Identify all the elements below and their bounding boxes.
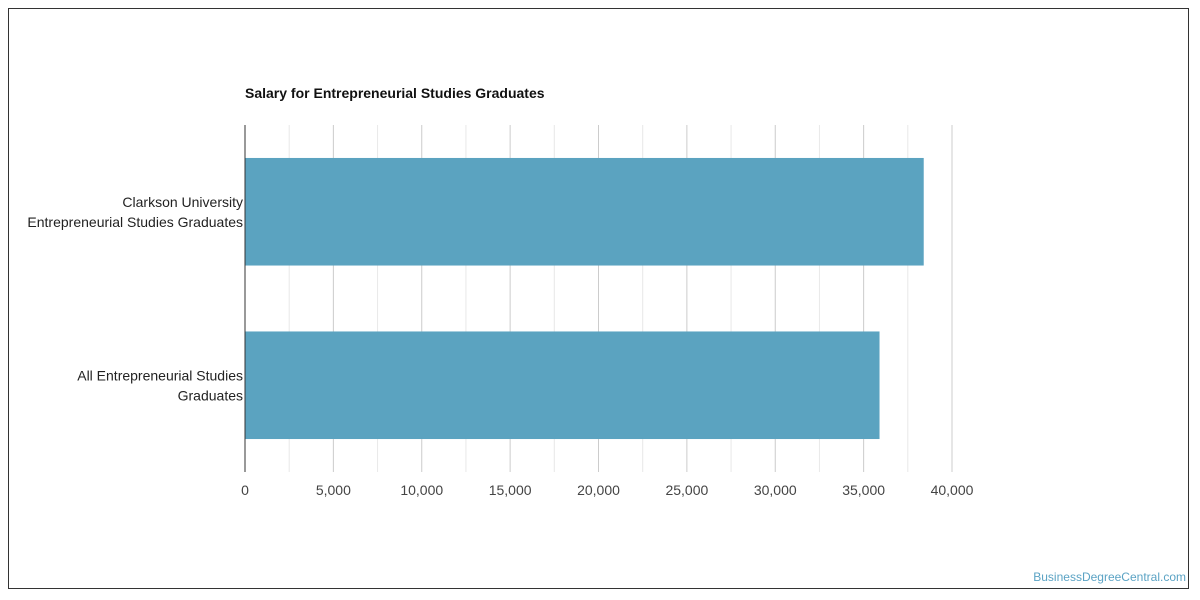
watermark-link[interactable]: BusinessDegreeCentral.com <box>1033 570 1186 584</box>
x-tick-label: 25,000 <box>665 482 708 498</box>
category-label: All Entrepreneurial Studies Graduates <box>77 367 243 403</box>
chart-title: Salary for Entrepreneurial Studies Gradu… <box>245 85 545 101</box>
x-tick-labels: 0 5,000 10,000 15,000 20,000 25,000 30,000 35,0… <box>241 482 974 498</box>
x-tick-label: 20,000 <box>577 482 620 498</box>
category-labels: Clarkson University Entrepreneurial Studi… <box>27 194 243 404</box>
bar[interactable] <box>245 157 924 266</box>
bar[interactable] <box>245 331 880 440</box>
bars <box>245 157 924 440</box>
x-tick-label: 10,000 <box>400 482 443 498</box>
x-tick-label: 5,000 <box>316 482 351 498</box>
x-tick-label: 15,000 <box>489 482 532 498</box>
x-tick-label: 0 <box>241 482 249 498</box>
category-label: Clarkson University Entrepreneurial Studi… <box>27 194 243 230</box>
x-tick-label: 35,000 <box>842 482 885 498</box>
x-tick-label: 40,000 <box>931 482 974 498</box>
x-tick-label: 30,000 <box>754 482 797 498</box>
